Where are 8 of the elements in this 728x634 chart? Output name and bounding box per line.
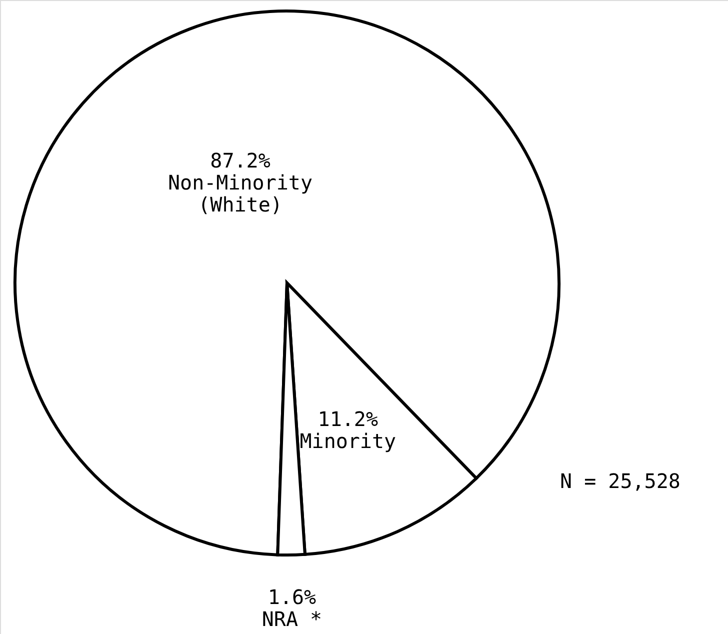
slice-label: Minority — [300, 429, 396, 454]
data-label: 11.2% — [318, 407, 378, 432]
data-label: 87.2% — [210, 148, 270, 173]
slice-label: NRA * — [262, 606, 322, 631]
data-label: 1.6% — [268, 584, 316, 609]
slice-label: Non-Minority (White) — [168, 170, 313, 217]
pie-slice — [14, 10, 560, 556]
text: N = 25,528 — [560, 469, 680, 493]
